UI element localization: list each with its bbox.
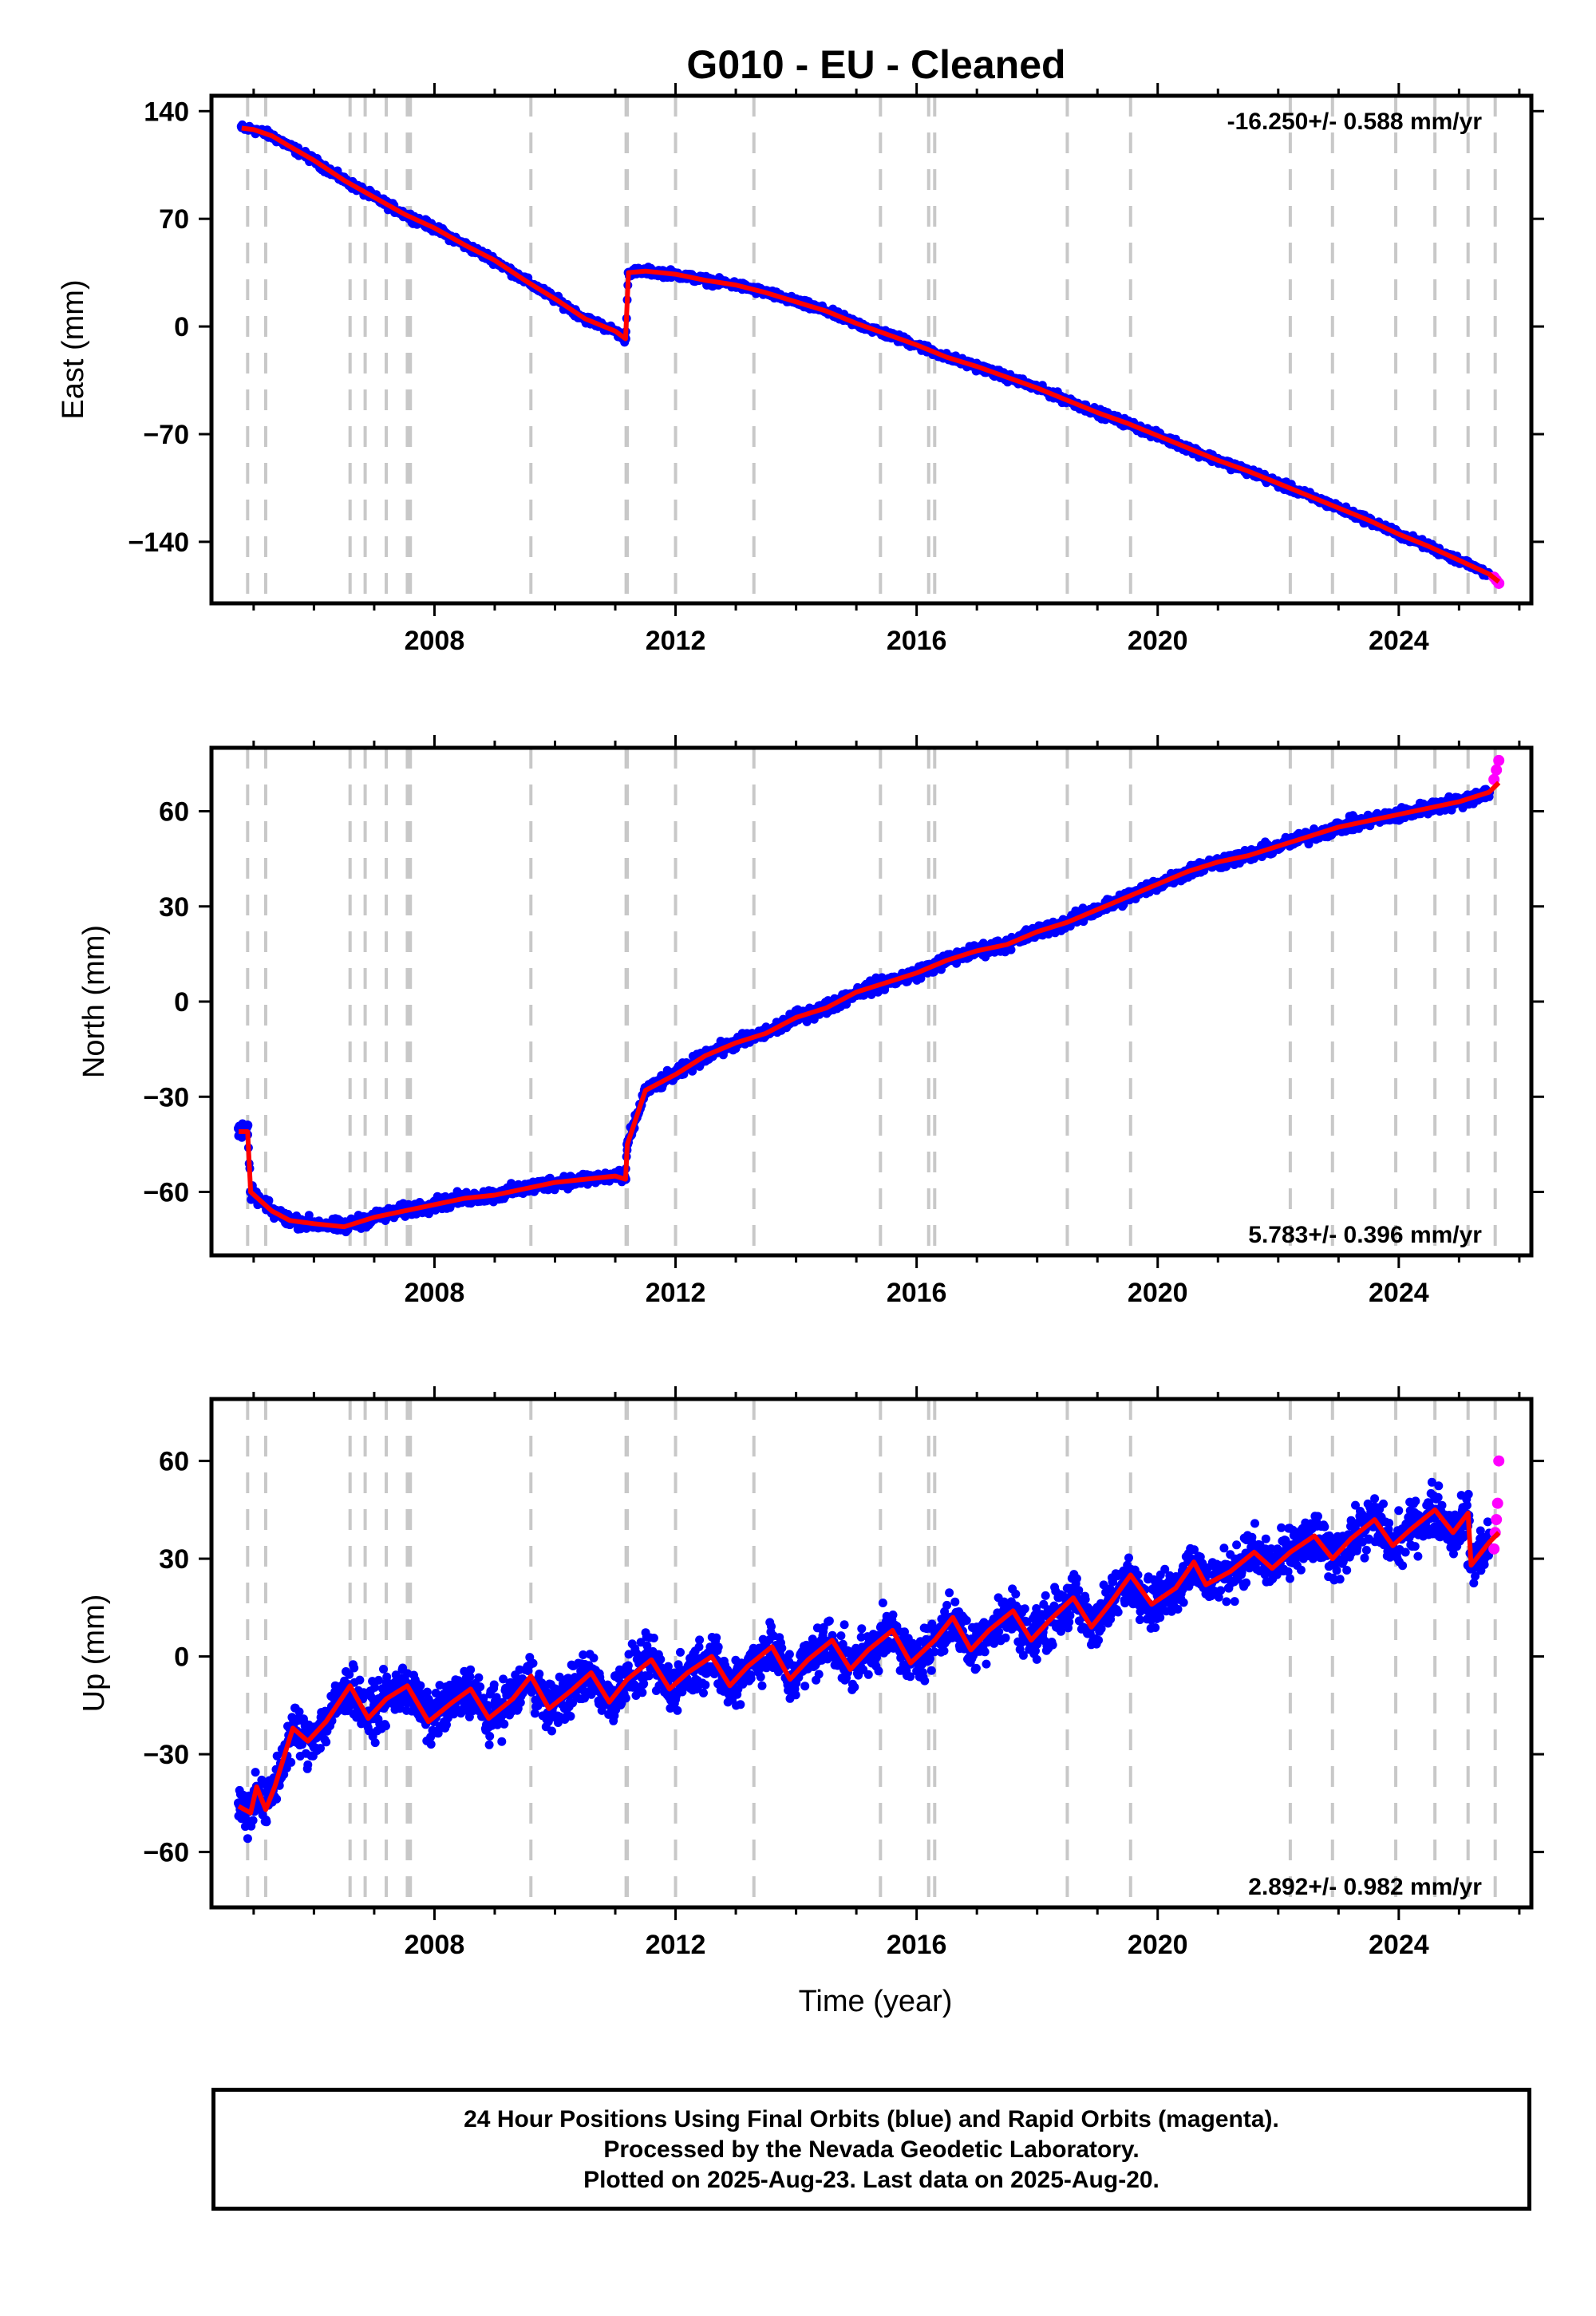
y-tick-label: −60 [143, 1178, 189, 1208]
final-orbit-point [624, 1650, 634, 1659]
final-orbit-point [580, 1694, 589, 1703]
y-axis-label: North (mm) [77, 925, 111, 1078]
final-orbit-point [530, 1709, 539, 1718]
final-orbit-point [688, 1066, 697, 1076]
final-orbit-point [395, 1704, 405, 1713]
final-orbit-point [621, 1694, 630, 1703]
y-axis-label: East (mm) [57, 279, 90, 419]
y-tick-label: 60 [159, 797, 189, 828]
plot-area [233, 1455, 1505, 1844]
final-orbit-point [479, 1694, 488, 1703]
final-orbit-point [424, 1694, 433, 1704]
final-orbit-point [243, 1834, 252, 1844]
rate-label: 5.783+/- 0.396 mm/yr [1248, 1222, 1482, 1248]
final-orbit-point [286, 1757, 296, 1767]
final-orbit-point [374, 1675, 383, 1685]
plot-area [236, 120, 1505, 589]
figure-title: G010 - EU - Cleaned [686, 42, 1065, 87]
final-orbit-point [623, 1661, 633, 1670]
final-orbit-point [262, 1817, 271, 1827]
final-orbit-point [350, 1663, 359, 1673]
final-orbit-point [422, 1687, 432, 1697]
final-orbit-point [466, 1665, 476, 1674]
plot-area [233, 754, 1505, 1237]
x-tick-label: 2012 [646, 626, 706, 656]
final-orbit-point [489, 1680, 499, 1690]
final-orbit-point [379, 1665, 388, 1674]
x-tick-label: 2020 [1128, 1278, 1188, 1308]
final-orbit-point [485, 1732, 495, 1741]
final-orbit-point [535, 1670, 544, 1678]
x-tick-label: 2012 [646, 1278, 706, 1308]
final-orbit-point [465, 1672, 475, 1682]
x-tick-label: 2020 [1128, 626, 1188, 656]
y-tick-label: 0 [174, 987, 189, 1018]
final-orbit-point [476, 1682, 485, 1692]
final-orbit-point [426, 1740, 436, 1749]
east-panel: 2008 2012 2016 2020 2024 140 70 0 −70 −140 East (m… [57, 83, 1544, 656]
rapid-orbit-point [1493, 754, 1505, 766]
final-orbit-point [484, 1740, 494, 1749]
final-orbit-point [649, 1634, 658, 1642]
final-orbit-point [589, 1654, 598, 1662]
final-orbit-point [382, 1672, 392, 1682]
final-orbit-point [547, 1726, 556, 1736]
y-tick-label: −30 [143, 1082, 189, 1113]
final-orbits-cloud [234, 1477, 1494, 1844]
final-orbit-point [639, 1679, 649, 1689]
final-orbit-point [442, 1720, 451, 1729]
y-tick-label: −140 [128, 528, 189, 558]
final-orbit-point [359, 1688, 369, 1697]
final-orbit-point [370, 1738, 380, 1748]
model-fit-line [239, 781, 1501, 1230]
final-orbit-point [322, 1737, 331, 1747]
final-orbit-point [566, 1712, 575, 1721]
final-orbits-cloud [234, 785, 1494, 1237]
final-orbit-point [474, 1673, 484, 1682]
final-orbit-point [251, 1768, 260, 1777]
final-orbit-point [499, 1674, 508, 1684]
x-tick-label: 2008 [405, 626, 465, 656]
final-orbit-point [516, 1697, 525, 1707]
x-tick-label: 2024 [1369, 626, 1429, 656]
rate-label: -16.250+/- 0.588 mm/yr [1227, 109, 1483, 135]
final-orbit-point [316, 1744, 325, 1753]
final-orbit-point [483, 1701, 492, 1710]
y-tick-label: 140 [144, 97, 189, 127]
final-orbit-point [381, 1721, 390, 1731]
y-tick-label: 0 [174, 312, 189, 342]
model-fit-line [241, 125, 1501, 584]
final-orbit-point [294, 1707, 304, 1717]
final-orbit-point [264, 1196, 274, 1205]
x-tick-label: 2024 [1369, 1278, 1429, 1308]
final-orbit-point [345, 1670, 354, 1679]
y-tick-label: 30 [159, 892, 189, 923]
final-orbits-cloud [237, 120, 1494, 580]
final-orbit-point [638, 1688, 647, 1697]
north-panel: 2008 2012 2016 2020 2024 60 30 0 −30 −60 North (mm… [77, 735, 1544, 1308]
x-tick-label: 2008 [405, 1278, 465, 1308]
final-orbit-point [355, 1675, 365, 1685]
final-orbit-point [243, 1120, 253, 1131]
final-orbit-point [303, 1760, 313, 1769]
final-orbit-point [497, 1737, 507, 1746]
x-tick-label: 2016 [887, 626, 947, 656]
final-orbit-point [272, 1794, 282, 1804]
x-tick-label: 2016 [887, 1278, 947, 1308]
y-tick-label: −70 [143, 420, 189, 450]
final-orbit-point [500, 1719, 509, 1729]
plot-frame [209, 93, 1534, 606]
final-orbit-point [416, 1681, 425, 1690]
rapid-orbit-point [1491, 764, 1503, 776]
y-tick-label: 70 [159, 204, 189, 235]
final-orbit-point [370, 1682, 380, 1692]
final-orbit-point [579, 1650, 588, 1659]
final-orbit-point [248, 1816, 258, 1825]
final-orbit-point [528, 1658, 538, 1668]
